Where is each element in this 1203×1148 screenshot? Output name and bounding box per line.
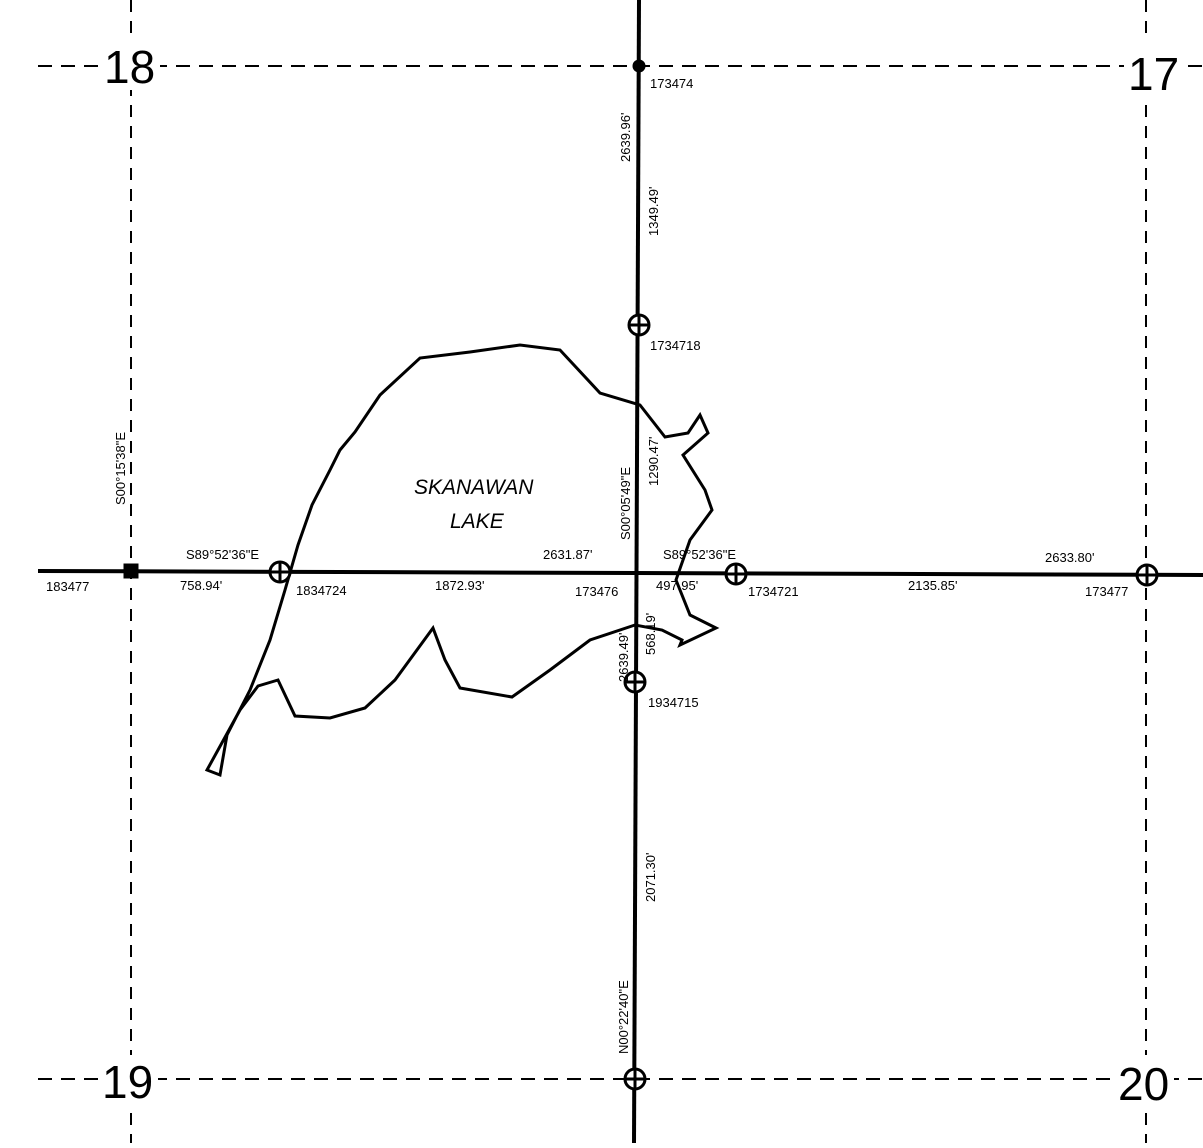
horizontal-annotations: S89°52'36"E S89°52'36"E 2631.87' 2633.80…: [180, 547, 1094, 593]
monument-west-sixteenth: [268, 560, 292, 584]
lake-name-line1: SKANAWAN: [414, 476, 534, 499]
section-number-sw: 19: [102, 1056, 153, 1108]
lake-shoreline: [204, 343, 720, 778]
distance-ew-west-seg2: 1872.93': [435, 578, 484, 593]
monuments: [123, 59, 1159, 1091]
monument-center-south: [623, 670, 647, 694]
section-numbers: 18 17 19 20: [98, 38, 1184, 1110]
corner-id-center-south: 1934715: [648, 695, 699, 710]
corner-id-west-sixteenth: 1834724: [296, 583, 347, 598]
section-number-se: 20: [1118, 1058, 1169, 1110]
distance-ns-north-upper: 1349.49': [646, 187, 661, 236]
distance-ns-north-total: 2639.96': [618, 113, 633, 162]
bearing-center-north: S00°05'49"E: [618, 467, 633, 540]
corner-labels: 173474 1734718 183477 1834724 173476 173…: [46, 76, 1128, 710]
distance-ew-west-total: 2631.87': [543, 547, 592, 562]
distance-ns-north-lower: 1290.47': [646, 437, 661, 486]
bearing-ew-west: S89°52'36"E: [186, 547, 259, 562]
monument-north-quarter: [632, 59, 646, 73]
bearing-center-south: N00°22'40"E: [616, 980, 631, 1054]
corner-id-east-sixteenth: 1734721: [748, 584, 799, 599]
east-west-centerline: [37, 569, 1203, 577]
corner-id-center: 173476: [575, 584, 618, 599]
monument-center-north: [627, 313, 651, 337]
distance-ns-south-lower: 2071.30': [643, 853, 658, 902]
survey-lines: [37, 0, 1203, 1144]
corner-id-north-quarter: 173474: [650, 76, 693, 91]
section-number-ne: 17: [1128, 48, 1179, 100]
bearing-west-line: S00°15'38"E: [113, 432, 128, 505]
monument-south-quarter: [623, 1067, 647, 1091]
monument-east-section: [1135, 563, 1159, 587]
corner-id-east-section: 173477: [1085, 584, 1128, 599]
vertical-annotations: S00°15'38"E 2639.96' 1349.49' 1290.47' S…: [113, 113, 661, 1054]
distance-ew-east-total: 2633.80': [1045, 550, 1094, 565]
distance-ew-west-seg1: 758.94': [180, 578, 222, 593]
section-number-nw: 18: [104, 41, 155, 93]
lake-name: SKANAWAN LAKE: [414, 476, 534, 533]
lake-name-line2: LAKE: [450, 510, 505, 533]
corner-id-west-section: 183477: [46, 579, 89, 594]
monument-east-sixteenth: [724, 562, 748, 586]
bearing-ew-east: S89°52'36"E: [663, 547, 736, 562]
monument-west-section-square: [123, 563, 139, 579]
distance-ns-south-upper: 568.19': [643, 613, 658, 655]
corner-id-center-north: 1734718: [650, 338, 701, 353]
distance-ew-east-seg1: 497.95': [656, 578, 698, 593]
distance-ns-south-total: 2639.49': [616, 633, 631, 682]
distance-ew-east-seg2: 2135.85': [908, 578, 957, 593]
